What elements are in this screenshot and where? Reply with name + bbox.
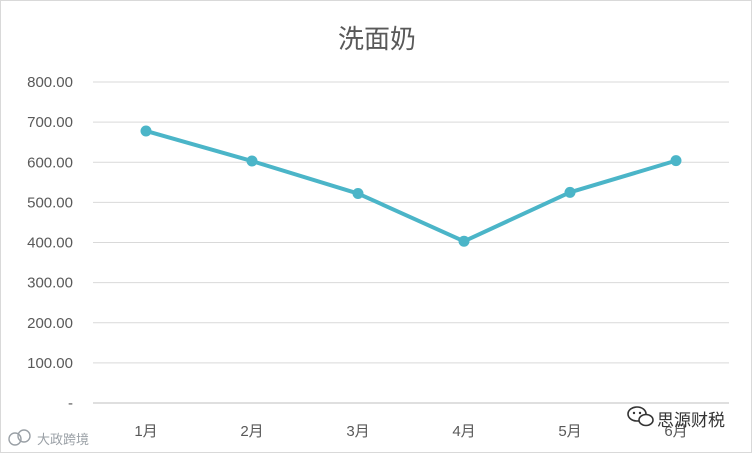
x-axis-tick-labels: 1月 2月 3月 4月 5月 6月 (134, 423, 687, 440)
y-tick-label: 200.00 (27, 315, 73, 332)
x-tick-label: 4月 (452, 423, 475, 440)
y-tick-label: 500.00 (27, 194, 73, 211)
x-tick-label: 1月 (134, 423, 157, 440)
cloud-logo-icon (8, 429, 31, 446)
data-point (140, 125, 152, 137)
watermark-left-text: 大政跨境 (37, 433, 89, 448)
gridlines (93, 81, 729, 404)
x-tick-label: 3月 (346, 423, 369, 440)
series-group (140, 125, 682, 247)
watermark-left: 大政跨境 (8, 429, 89, 448)
x-tick-label: 2月 (240, 423, 263, 440)
y-tick-label: 300.00 (27, 275, 73, 292)
data-point (352, 188, 364, 200)
chart-title: 洗面奶 (338, 25, 416, 55)
watermark-right-text: 思源财税 (657, 411, 725, 431)
data-point (564, 186, 576, 198)
watermark-right: 思源财税 (627, 406, 725, 431)
y-tick-label: 700.00 (27, 114, 73, 131)
y-tick-label: 100.00 (27, 355, 73, 372)
x-tick-label: 5月 (558, 423, 581, 440)
x-tick-label: 6月 (664, 423, 687, 440)
data-point (670, 155, 682, 167)
y-tick-label: 400.00 (27, 235, 73, 252)
y-tick-label: - (68, 395, 73, 412)
y-tick-label: 600.00 (27, 154, 73, 171)
y-axis-tick-labels: - 100.00 200.00 300.00 400.00 500.00 600.00 700… (27, 74, 73, 412)
y-tick-label: 800.00 (27, 74, 73, 91)
wechat-icon (627, 406, 654, 427)
series-line (144, 128, 678, 244)
data-point (458, 235, 470, 247)
data-point (246, 155, 258, 167)
